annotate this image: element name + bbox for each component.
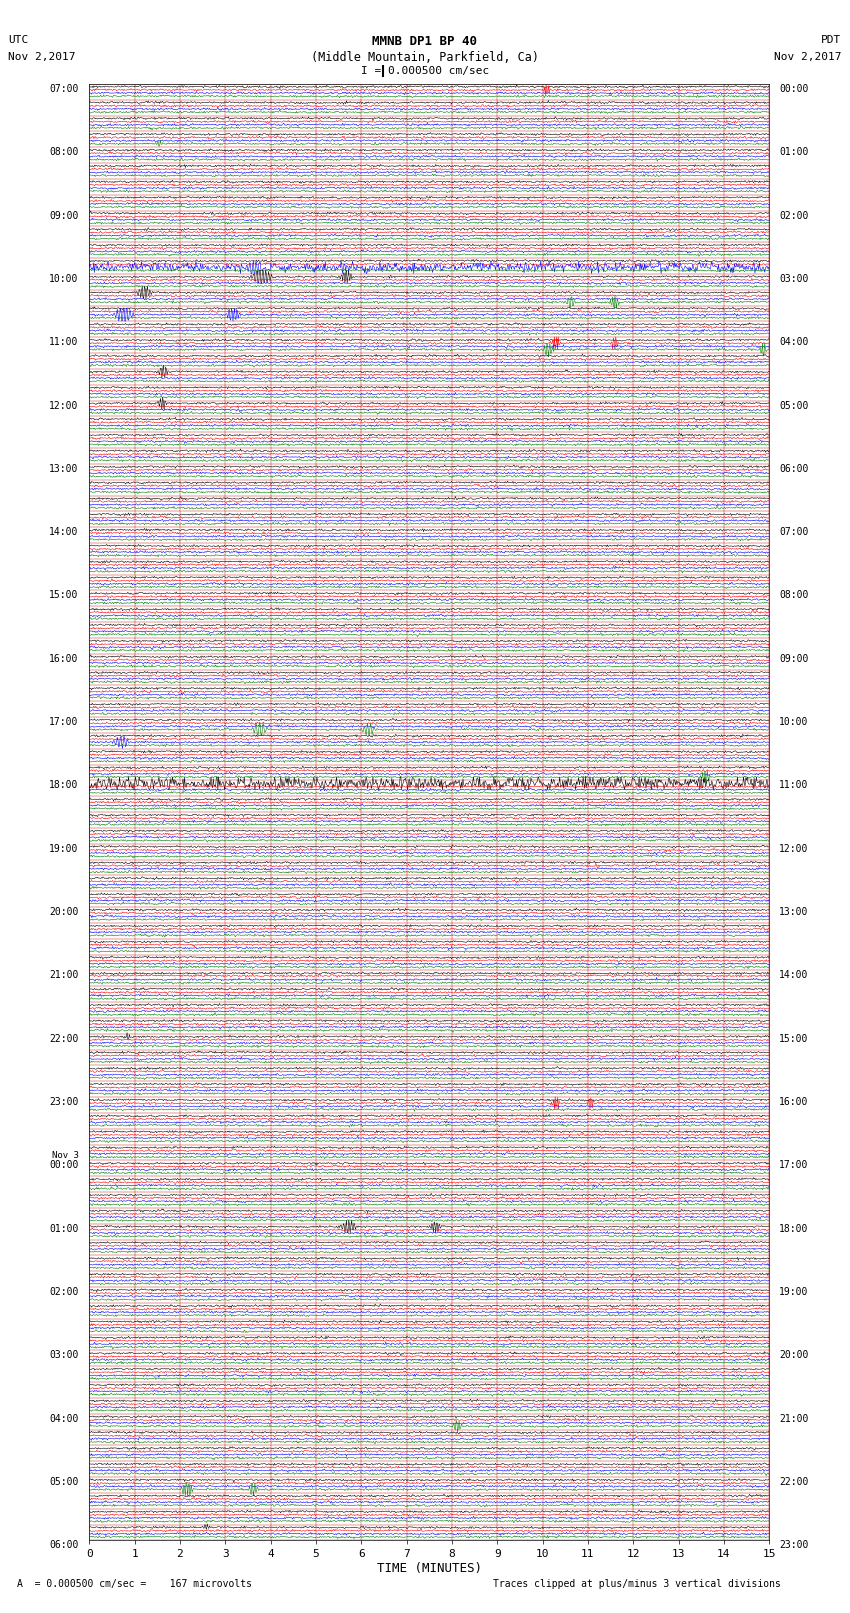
- Text: 16:00: 16:00: [49, 653, 78, 665]
- Text: 13:00: 13:00: [49, 465, 78, 474]
- Text: 02:00: 02:00: [779, 211, 808, 221]
- Text: (Middle Mountain, Parkfield, Ca): (Middle Mountain, Parkfield, Ca): [311, 50, 539, 65]
- Text: 11:00: 11:00: [779, 781, 808, 790]
- Text: 03:00: 03:00: [779, 274, 808, 284]
- Text: Nov 2,2017: Nov 2,2017: [774, 52, 842, 61]
- Text: 03:00: 03:00: [49, 1350, 78, 1360]
- Text: 17:00: 17:00: [779, 1160, 808, 1171]
- Text: Traces clipped at plus/minus 3 vertical divisions: Traces clipped at plus/minus 3 vertical …: [493, 1579, 781, 1589]
- Text: Nov 3: Nov 3: [52, 1152, 78, 1160]
- X-axis label: TIME (MINUTES): TIME (MINUTES): [377, 1563, 482, 1576]
- Text: 13:00: 13:00: [779, 907, 808, 918]
- Text: 21:00: 21:00: [49, 971, 78, 981]
- Text: 23:00: 23:00: [779, 1540, 808, 1550]
- Text: 07:00: 07:00: [49, 84, 78, 94]
- Text: 09:00: 09:00: [779, 653, 808, 665]
- Text: 17:00: 17:00: [49, 718, 78, 727]
- Text: 02:00: 02:00: [49, 1287, 78, 1297]
- Text: 12:00: 12:00: [779, 844, 808, 853]
- Text: 06:00: 06:00: [779, 465, 808, 474]
- Text: 01:00: 01:00: [49, 1224, 78, 1234]
- Text: 05:00: 05:00: [779, 400, 808, 411]
- Text: Nov 2,2017: Nov 2,2017: [8, 52, 76, 61]
- Text: 14:00: 14:00: [779, 971, 808, 981]
- Text: 23:00: 23:00: [49, 1097, 78, 1107]
- Text: 18:00: 18:00: [779, 1224, 808, 1234]
- Text: 04:00: 04:00: [779, 337, 808, 347]
- Text: 10:00: 10:00: [779, 718, 808, 727]
- Text: 07:00: 07:00: [779, 527, 808, 537]
- Text: MMNB DP1 BP 40: MMNB DP1 BP 40: [372, 35, 478, 48]
- Text: 10:00: 10:00: [49, 274, 78, 284]
- Text: 00:00: 00:00: [779, 84, 808, 94]
- Text: 22:00: 22:00: [779, 1478, 808, 1487]
- Text: 22:00: 22:00: [49, 1034, 78, 1044]
- Text: 15:00: 15:00: [779, 1034, 808, 1044]
- Text: PDT: PDT: [821, 35, 842, 45]
- Text: 08:00: 08:00: [779, 590, 808, 600]
- Text: 08:00: 08:00: [49, 147, 78, 156]
- Text: 06:00: 06:00: [49, 1540, 78, 1550]
- Text: 16:00: 16:00: [779, 1097, 808, 1107]
- Text: 21:00: 21:00: [779, 1413, 808, 1424]
- Text: 00:00: 00:00: [49, 1160, 78, 1171]
- Text: 01:00: 01:00: [779, 147, 808, 156]
- Text: UTC: UTC: [8, 35, 29, 45]
- Text: 09:00: 09:00: [49, 211, 78, 221]
- Text: 04:00: 04:00: [49, 1413, 78, 1424]
- Text: I = 0.000500 cm/sec: I = 0.000500 cm/sec: [361, 66, 489, 76]
- Text: 14:00: 14:00: [49, 527, 78, 537]
- Text: 12:00: 12:00: [49, 400, 78, 411]
- Text: 19:00: 19:00: [49, 844, 78, 853]
- Text: 15:00: 15:00: [49, 590, 78, 600]
- Text: 18:00: 18:00: [49, 781, 78, 790]
- Text: 20:00: 20:00: [49, 907, 78, 918]
- Text: A  = 0.000500 cm/sec =    167 microvolts: A = 0.000500 cm/sec = 167 microvolts: [17, 1579, 252, 1589]
- Text: 05:00: 05:00: [49, 1478, 78, 1487]
- Text: 11:00: 11:00: [49, 337, 78, 347]
- Text: 19:00: 19:00: [779, 1287, 808, 1297]
- Text: 20:00: 20:00: [779, 1350, 808, 1360]
